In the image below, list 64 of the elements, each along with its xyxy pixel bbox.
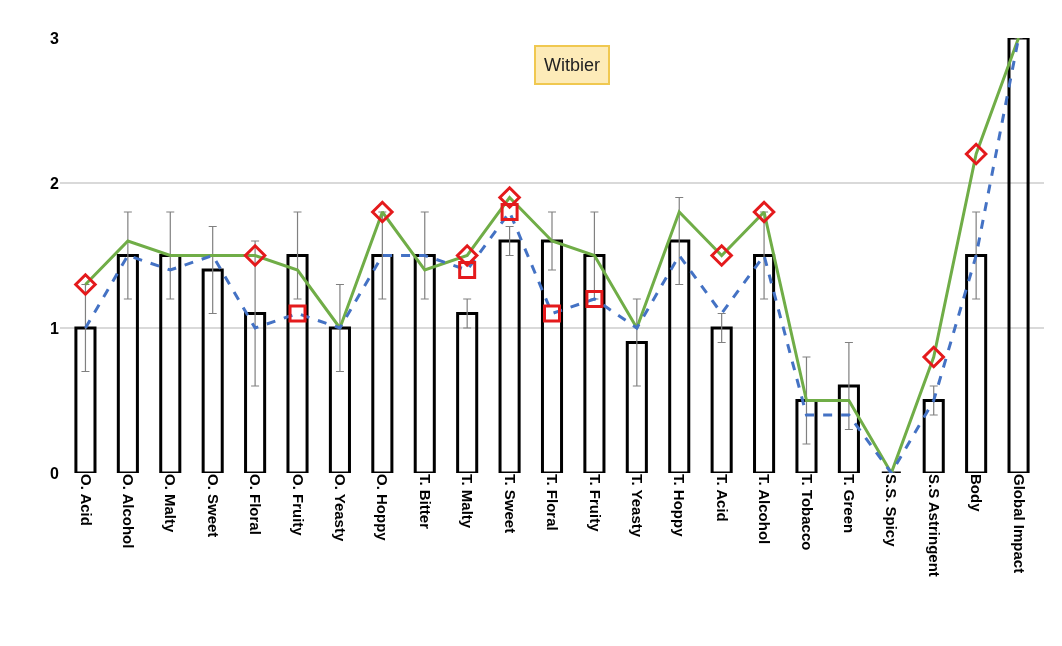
point — [458, 261, 477, 279]
bar — [795, 399, 818, 473]
x-tick-label: T. Tobacco — [798, 474, 816, 551]
x-tick-label: O. Sweet — [204, 474, 222, 538]
x-tick-label: O. Yeasty — [332, 474, 350, 542]
bar — [159, 254, 182, 473]
bar — [244, 312, 267, 473]
bar — [286, 254, 309, 473]
point — [288, 304, 307, 323]
x-tick-label: O. Alcohol — [119, 474, 137, 549]
y-tick-label: 3 — [50, 29, 60, 47]
bar — [965, 254, 988, 473]
point — [710, 244, 733, 267]
bar — [328, 326, 351, 473]
point — [74, 273, 97, 296]
x-tick-label: T. Green — [841, 474, 859, 534]
x-tick-label: O. Fruity — [289, 474, 307, 537]
x-tick-label: S.S Astringent — [925, 474, 943, 577]
bar — [456, 312, 479, 473]
y-tick-label: 0 — [50, 464, 60, 482]
point — [752, 200, 776, 224]
x-tick-label: O. Acid — [77, 474, 95, 526]
bar — [540, 239, 564, 473]
bar — [837, 384, 860, 473]
point — [585, 290, 604, 308]
bar — [74, 326, 97, 473]
x-tick-label: T. Floral — [544, 474, 562, 531]
x-tick-label: O. Hoppy — [374, 474, 392, 542]
x-tick-label: T. Hoppy — [671, 474, 689, 538]
bar — [583, 254, 606, 473]
point — [371, 200, 394, 224]
x-tick-label: T. Bitter — [416, 474, 434, 530]
point — [964, 142, 988, 166]
x-tick-label: T. Yeasty — [628, 474, 646, 538]
bar — [498, 239, 521, 473]
annotation: Witbier — [544, 55, 601, 75]
bar — [710, 326, 733, 473]
y-tick-label: 1 — [50, 319, 60, 337]
x-tick-label: O. Floral — [247, 474, 265, 535]
bar — [625, 341, 648, 473]
bar — [1007, 38, 1030, 473]
y-tick-label: 2 — [50, 174, 60, 192]
x-tick-label: Global Impact — [1010, 474, 1028, 574]
x-tick-label: S.S. Spicy — [883, 474, 901, 548]
x-tick-label: T. Malty — [459, 474, 477, 529]
point — [543, 304, 561, 323]
x-tick-label: T. Alcohol — [756, 474, 774, 545]
bar — [116, 254, 139, 473]
bar — [413, 254, 436, 473]
x-tick-label: O. Malty — [162, 474, 180, 533]
point — [498, 186, 521, 209]
x-tick-label: T. Sweet — [501, 474, 519, 534]
bar — [201, 268, 224, 473]
bar — [668, 239, 691, 473]
point — [500, 203, 519, 221]
point — [922, 345, 945, 369]
bar — [922, 399, 945, 473]
point — [455, 244, 479, 267]
bar — [753, 254, 776, 473]
bar — [371, 254, 394, 473]
point — [243, 244, 267, 267]
x-tick-label: T. Acid — [713, 474, 731, 522]
x-tick-label: Body — [968, 474, 986, 513]
x-tick-label: T. Fruity — [586, 474, 604, 533]
